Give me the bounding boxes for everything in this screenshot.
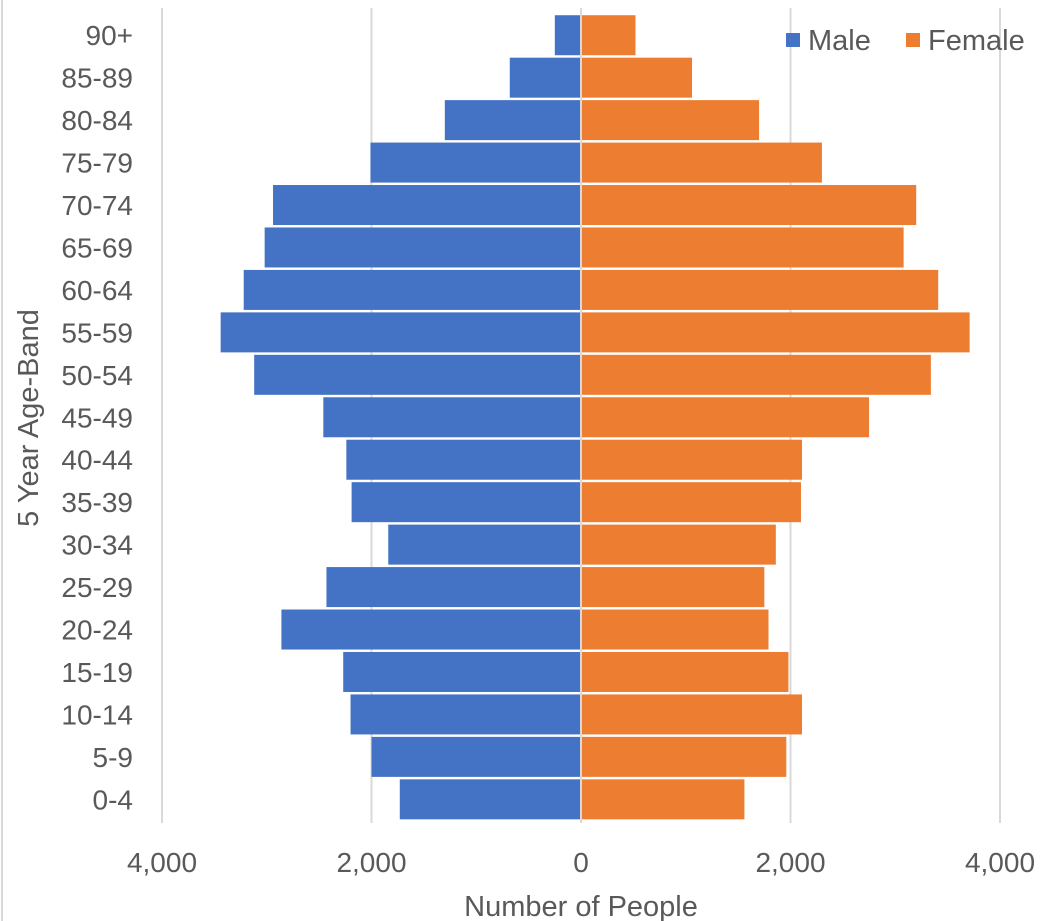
bar-female-0-4 (581, 779, 745, 820)
bar-female-55-59 (581, 312, 970, 353)
bar-male-35-39 (351, 482, 581, 523)
y-tick-label-55-59: 55-59 (61, 317, 133, 348)
bars (220, 14, 970, 823)
bar-female-90+ (581, 15, 636, 56)
y-tick-label-40-44: 40-44 (61, 445, 133, 476)
bar-female-70-74 (581, 185, 917, 226)
legend-label-male: Male (808, 25, 871, 57)
y-tick-label-35-39: 35-39 (61, 487, 133, 518)
bar-female-35-39 (581, 482, 801, 523)
bar-male-85-89 (509, 57, 581, 98)
y-tick-label-90+: 90+ (86, 20, 134, 51)
bar-female-80-84 (581, 100, 760, 141)
bar-male-80-84 (444, 100, 581, 141)
y-tick-label-65-69: 65-69 (61, 232, 133, 263)
bar-female-60-64 (581, 269, 939, 310)
bar-male-65-69 (264, 227, 581, 268)
bar-male-90+ (554, 15, 581, 56)
x-axis-title: Number of People (464, 891, 698, 921)
bar-male-40-44 (346, 439, 581, 480)
bar-male-70-74 (273, 185, 581, 226)
bar-male-5-9 (371, 736, 581, 777)
y-tick-label-30-34: 30-34 (61, 530, 133, 561)
bar-male-0-4 (399, 779, 581, 820)
bar-male-50-54 (254, 354, 581, 395)
bar-female-40-44 (581, 439, 803, 480)
x-tick-label-0: 4,000 (127, 847, 197, 878)
x-tick-label-1: 2,000 (336, 847, 406, 878)
bar-male-30-34 (388, 524, 581, 565)
y-tick-label-70-74: 70-74 (61, 190, 133, 221)
legend: Male Female (786, 25, 1025, 57)
bar-male-20-24 (281, 609, 581, 650)
legend-swatch-male (786, 33, 800, 47)
y-tick-label-15-19: 15-19 (61, 657, 133, 688)
y-tick-label-50-54: 50-54 (61, 360, 133, 391)
y-tick-label-60-64: 60-64 (61, 275, 133, 306)
bar-male-60-64 (243, 269, 581, 310)
y-tick-label-10-14: 10-14 (61, 699, 133, 730)
y-tick-label-5-9: 5-9 (93, 742, 133, 773)
bar-female-75-79 (581, 142, 822, 183)
y-tick-labels: 0-4 5-9 10-14 15-19 20-24 25-29 30-34 35-39 40-4… (61, 20, 133, 815)
y-tick-label-80-84: 80-84 (61, 105, 133, 136)
bar-female-15-19 (581, 651, 789, 692)
y-axis-title: 5 Year Age-Band (13, 309, 45, 527)
bar-female-5-9 (581, 736, 787, 777)
y-tick-label-0-4: 0-4 (93, 784, 133, 815)
bar-female-65-69 (581, 227, 904, 268)
y-tick-label-85-89: 85-89 (61, 63, 133, 94)
x-tick-labels: 4,000 2,000 0 2,000 4,000 (127, 847, 1035, 878)
y-tick-label-25-29: 25-29 (61, 572, 133, 603)
bar-female-85-89 (581, 57, 693, 98)
bar-female-20-24 (581, 609, 769, 650)
legend-swatch-female (906, 33, 920, 47)
x-tick-label-3: 2,000 (755, 847, 825, 878)
y-tick-label-45-49: 45-49 (61, 402, 133, 433)
x-tick-label-4: 4,000 (965, 847, 1035, 878)
bar-male-15-19 (343, 651, 581, 692)
bar-female-50-54 (581, 354, 931, 395)
y-tick-label-20-24: 20-24 (61, 615, 133, 646)
bar-male-45-49 (323, 397, 581, 438)
x-tick-label-2: 0 (573, 847, 589, 878)
bar-female-30-34 (581, 524, 776, 565)
bar-female-10-14 (581, 694, 803, 735)
legend-label-female: Female (928, 25, 1025, 57)
bar-female-25-29 (581, 567, 765, 608)
bar-male-25-29 (326, 567, 581, 608)
bar-female-45-49 (581, 397, 870, 438)
bar-male-10-14 (350, 694, 581, 735)
y-tick-label-75-79: 75-79 (61, 148, 133, 179)
bar-male-75-79 (370, 142, 581, 183)
bar-male-55-59 (220, 312, 581, 353)
